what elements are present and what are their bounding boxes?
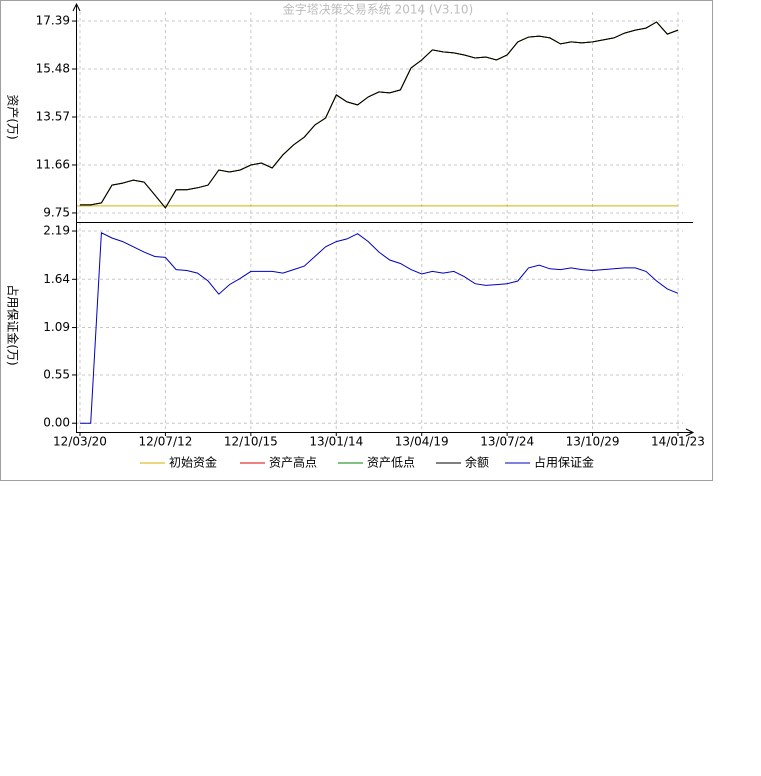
x-tick-label: 13/10/29	[566, 435, 620, 449]
legend-label: 占用保证金	[534, 455, 594, 470]
y-tick-label: 9.75	[43, 205, 70, 219]
y-tick-label: 11.66	[36, 157, 70, 171]
y-tick-label: 0.55	[43, 367, 70, 381]
y-tick-label: 15.48	[36, 62, 70, 76]
legend-label: 资产低点	[367, 456, 415, 470]
y-tick-label: 2.19	[43, 224, 70, 238]
y-tick-label: 13.57	[36, 110, 70, 124]
x-tick-label: 13/04/19	[395, 435, 449, 449]
x-tick-label: 13/07/24	[480, 435, 534, 449]
x-tick-label: 13/01/14	[309, 435, 363, 449]
y-tick-label: 1.09	[43, 320, 70, 334]
legend-label: 初始资金	[169, 455, 217, 470]
chart-title: 金字塔决策交易系统 2014 (V3.10)	[283, 2, 473, 17]
data-line	[80, 232, 679, 424]
y-tick-label: 17.39	[36, 14, 70, 28]
y-axis-label: 占用保证金(万)	[6, 284, 21, 365]
legend-label: 余额	[465, 455, 489, 470]
x-tick-label: 14/01/23	[651, 435, 705, 449]
axis-arrow	[72, 2, 81, 12]
data-line	[80, 21, 679, 209]
x-tick-label: 12/03/20	[53, 435, 107, 449]
chart-frame	[0, 0, 713, 481]
y-tick-label: 1.64	[43, 272, 70, 286]
x-tick-label: 12/07/12	[138, 435, 192, 449]
legend-label: 资产高点	[269, 455, 317, 470]
x-tick-label: 12/10/15	[224, 435, 278, 449]
y-axis-label: 资产(万)	[6, 94, 20, 139]
y-tick-label: 0.00	[43, 416, 70, 430]
axis-arrow	[685, 428, 695, 437]
